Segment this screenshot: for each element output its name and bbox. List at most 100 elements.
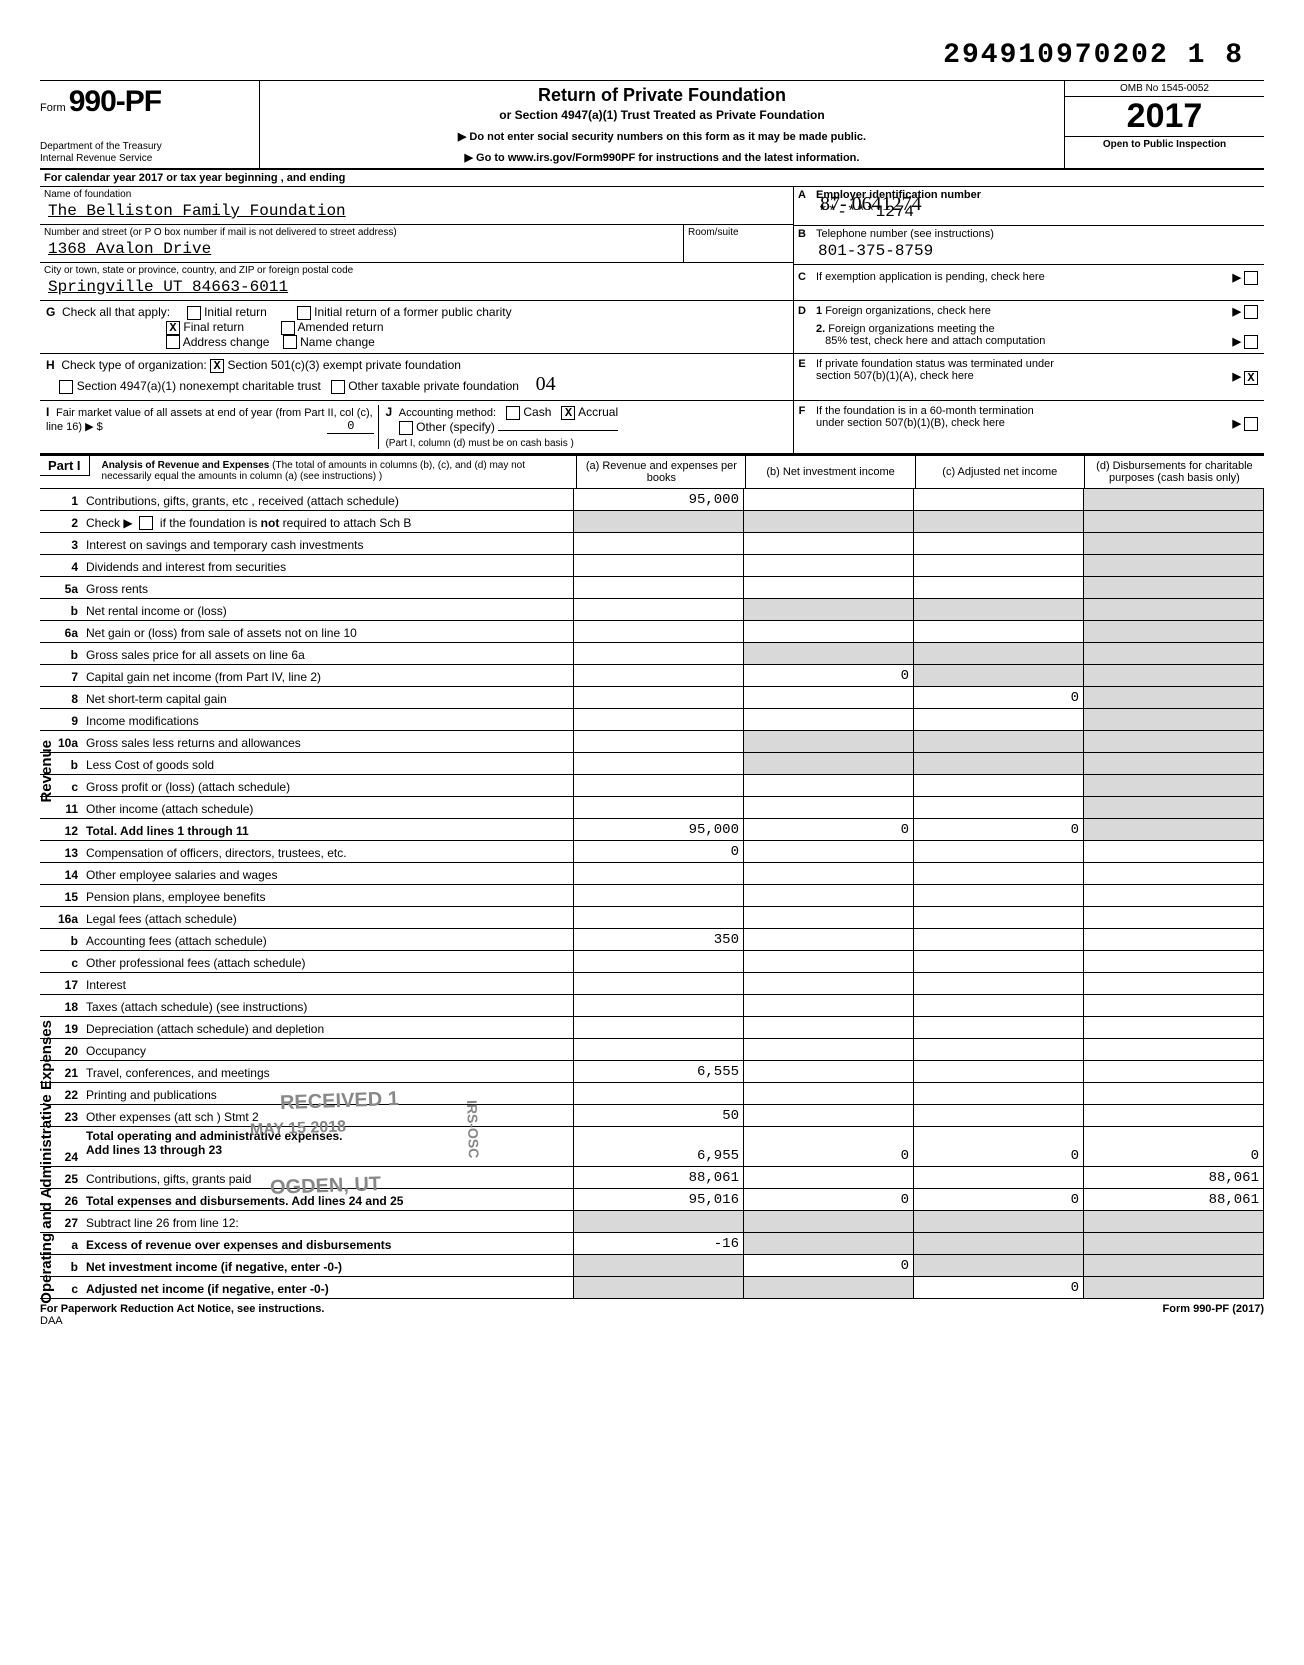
d2b-label: 85% test, check here and attach computat… <box>825 335 1045 347</box>
top-dln: 294910970202 1 8 <box>943 40 1244 71</box>
row-num: 7 <box>40 665 82 687</box>
g-address[interactable] <box>166 335 180 349</box>
cell <box>574 621 744 643</box>
cell <box>574 775 744 797</box>
f1-label: If the foundation is in a 60-month termi… <box>816 405 1034 417</box>
cell <box>1084 1211 1264 1233</box>
cell: 88,061 <box>1084 1189 1264 1211</box>
d1-checkbox[interactable] <box>1244 305 1258 319</box>
cell <box>574 687 744 709</box>
d2-checkbox[interactable] <box>1244 335 1258 349</box>
e-checkbox[interactable]: X <box>1244 371 1258 385</box>
cell <box>574 709 744 731</box>
cell: 0 <box>744 665 914 687</box>
row-desc: Travel, conferences, and meetings <box>82 1061 574 1083</box>
row-num: 6a <box>40 621 82 643</box>
cell <box>914 1083 1084 1105</box>
row-desc: Net short-term capital gain <box>82 687 574 709</box>
cell <box>744 951 914 973</box>
cell <box>744 1105 914 1127</box>
form-number: Form 990-PF <box>40 85 253 119</box>
cell <box>914 1211 1084 1233</box>
cell <box>574 885 744 907</box>
foot-daa: DAA <box>40 1315 63 1327</box>
cell <box>744 709 914 731</box>
row-desc: Gross rents <box>82 577 574 599</box>
cell: 0 <box>914 687 1084 709</box>
j-other[interactable] <box>399 421 413 435</box>
row-num: 4 <box>40 555 82 577</box>
cell <box>1084 995 1264 1017</box>
cell <box>744 907 914 929</box>
cell: 95,000 <box>574 819 744 841</box>
cell <box>744 973 914 995</box>
cell <box>744 863 914 885</box>
h-501c3[interactable]: X <box>210 359 224 373</box>
f2-label: under section 507(b)(1)(B), check here <box>816 417 1005 429</box>
row-num: 12 <box>40 819 82 841</box>
row-desc: Pension plans, employee benefits <box>82 885 574 907</box>
box-d: D <box>794 303 810 321</box>
h-other[interactable] <box>331 380 345 394</box>
cell <box>744 555 914 577</box>
g-amended[interactable] <box>281 321 295 335</box>
cell <box>1084 863 1264 885</box>
cell <box>574 577 744 599</box>
cell <box>1084 841 1264 863</box>
cell <box>1084 1061 1264 1083</box>
cell <box>574 643 744 665</box>
g-initial[interactable] <box>187 306 201 320</box>
row-num: b <box>40 599 82 621</box>
cell <box>574 1017 744 1039</box>
row-desc: Income modifications <box>82 709 574 731</box>
cell <box>914 841 1084 863</box>
phone-value: 801-375-8759 <box>810 242 1264 264</box>
cell: 0 <box>914 819 1084 841</box>
cell <box>744 1083 914 1105</box>
row-num: c <box>40 951 82 973</box>
row-desc: Contributions, gifts, grants, etc , rece… <box>82 489 574 511</box>
j-accrual[interactable]: X <box>561 406 575 420</box>
row-num: b <box>40 643 82 665</box>
g-final[interactable]: X <box>166 321 180 335</box>
addr-label: Number and street (or P O box number if … <box>40 225 683 240</box>
c-checkbox[interactable] <box>1244 271 1258 285</box>
j-cash[interactable] <box>506 406 520 420</box>
cell <box>1084 1255 1264 1277</box>
cell <box>1084 973 1264 995</box>
f-checkbox[interactable] <box>1244 417 1258 431</box>
cell <box>744 511 914 533</box>
j-label: Accounting method: <box>399 407 496 419</box>
line2-checkbox[interactable] <box>139 516 153 530</box>
box-c: C <box>794 269 810 287</box>
row-desc: Total operating and administrative expen… <box>82 1127 574 1167</box>
row-desc: Adjusted net income (if negative, enter … <box>82 1277 574 1299</box>
row-num: 18 <box>40 995 82 1017</box>
cell <box>914 1167 1084 1189</box>
cell <box>574 1255 744 1277</box>
calendar-year-line: For calendar year 2017 or tax year begin… <box>40 170 1264 186</box>
h-handwritten: 04 <box>536 373 556 395</box>
row-desc: Net rental income or (loss) <box>82 599 574 621</box>
row-num: 8 <box>40 687 82 709</box>
cell <box>744 797 914 819</box>
cell <box>1084 731 1264 753</box>
cell: 0 <box>914 1277 1084 1299</box>
cell <box>744 1167 914 1189</box>
part1-table: 1Contributions, gifts, grants, etc , rec… <box>40 489 1264 1300</box>
g-initial-former[interactable] <box>297 306 311 320</box>
row-num: b <box>40 929 82 951</box>
city-label: City or town, state or province, country… <box>40 263 793 278</box>
cell: 0 <box>574 841 744 863</box>
cell: 0 <box>744 1127 914 1167</box>
h-4947[interactable] <box>59 380 73 394</box>
row-desc: Other income (attach schedule) <box>82 797 574 819</box>
cell <box>1084 511 1264 533</box>
cell <box>914 533 1084 555</box>
g-name[interactable] <box>283 335 297 349</box>
box-f: F <box>794 403 810 451</box>
omb-number: OMB No 1545-0052 <box>1065 81 1264 97</box>
cell <box>574 951 744 973</box>
row-desc: Net gain or (loss) from sale of assets n… <box>82 621 574 643</box>
cell <box>1084 1017 1264 1039</box>
